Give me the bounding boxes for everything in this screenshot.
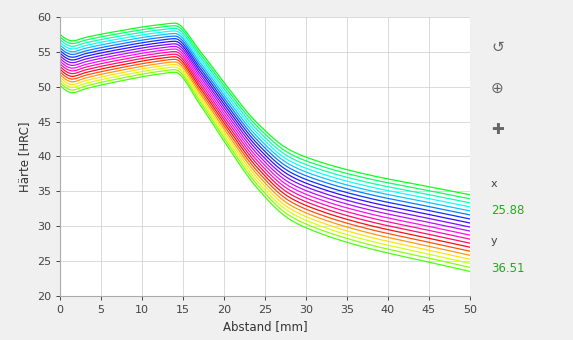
Text: ⊕: ⊕ xyxy=(491,81,504,96)
Text: ↺: ↺ xyxy=(491,40,504,55)
X-axis label: Abstand [mm]: Abstand [mm] xyxy=(223,320,307,334)
Text: 36.51: 36.51 xyxy=(491,262,524,275)
Text: ✚: ✚ xyxy=(491,122,504,137)
Text: 25.88: 25.88 xyxy=(491,204,524,217)
Text: y: y xyxy=(491,236,498,246)
Text: x: x xyxy=(491,178,498,189)
Y-axis label: Härte [HRC]: Härte [HRC] xyxy=(18,121,32,192)
